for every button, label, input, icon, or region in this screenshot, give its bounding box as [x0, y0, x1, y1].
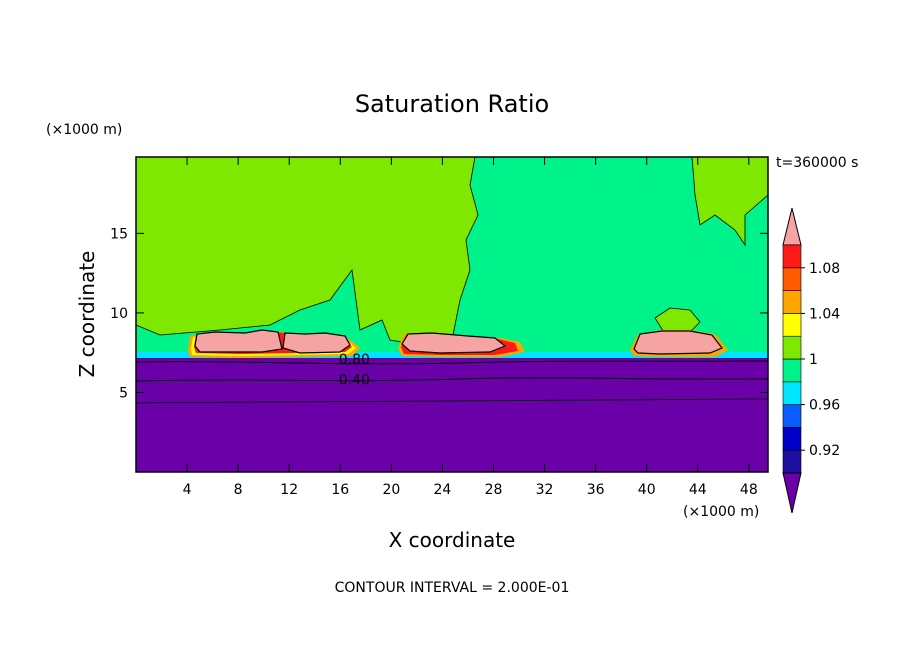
colorbar-swatch	[782, 449, 802, 474]
colorbar-label: 0.96	[809, 398, 840, 414]
colorbar-swatch	[782, 427, 802, 451]
y-axis-label: Z coordinate	[75, 251, 99, 378]
x-tick-label: 28	[485, 482, 503, 498]
x-tick-label: 4	[183, 482, 192, 498]
cloud-group-3	[630, 330, 728, 357]
x-tick-label: 16	[331, 482, 349, 498]
cloud-group-2	[398, 332, 525, 357]
x-axis: 4 8 12 16 20 24 28 32 36 40 44 48	[183, 157, 758, 498]
contour-interval-label: CONTOUR INTERVAL = 2.000E-01	[335, 580, 570, 596]
colorbar-swatch	[782, 290, 802, 314]
cloud-2	[282, 332, 351, 354]
colorbar: 1.08 1.04 1 0.96 0.92	[782, 207, 840, 514]
contour-line-0-80	[135, 360, 769, 365]
y-tick-label: 10	[110, 306, 128, 322]
colorbar-swatch	[782, 404, 802, 428]
colorbar-swatch	[782, 358, 802, 383]
upper-layer-fill-green	[135, 156, 479, 346]
colorbar-swatch	[782, 381, 802, 405]
time-label: t=360000 s	[776, 155, 858, 171]
colorbar-extend-top	[782, 207, 802, 246]
x-tick-label: 36	[587, 482, 605, 498]
contour-labels: 0.80 0.40	[339, 352, 370, 389]
cloud-4	[633, 330, 723, 355]
cloud-3	[401, 332, 507, 354]
colorbar-label: 1.04	[809, 306, 840, 322]
colorbar-swatch	[782, 335, 802, 360]
x-tick-label: 20	[382, 482, 400, 498]
x-tick-label: 40	[638, 482, 656, 498]
contour-label: 0.40	[339, 373, 370, 389]
cloud-1	[194, 329, 283, 353]
colorbar-label: 0.92	[809, 443, 840, 459]
chart-title: Saturation Ratio	[355, 90, 549, 118]
x-tick-label: 44	[689, 482, 707, 498]
x-tick-label: 32	[536, 482, 554, 498]
contour-line-0-40	[135, 377, 769, 382]
lower-layer-fill	[136, 355, 768, 472]
plot-area	[135, 156, 769, 473]
colorbar-extend-bottom	[782, 472, 802, 514]
colorbar-swatch	[782, 244, 802, 269]
cloud-group-1	[188, 329, 360, 358]
x-tick-label: 8	[234, 482, 243, 498]
y-tick-label: 15	[110, 226, 128, 242]
contour-label: 0.80	[339, 352, 370, 368]
x-axis-label: X coordinate	[389, 528, 516, 552]
x-tick-label: 24	[434, 482, 452, 498]
x-tick-label: 48	[740, 482, 758, 498]
plot-frame	[135, 156, 769, 473]
x-unit-label: (×1000 m)	[683, 504, 759, 520]
colorbar-label: 1.08	[809, 261, 840, 277]
colorbar-swatch	[782, 267, 802, 291]
y-axis: 5 10 15	[110, 226, 768, 401]
y-unit-label: (×1000 m)	[46, 122, 122, 138]
colorbar-swatch	[782, 313, 802, 337]
colorbar-label: 1	[809, 352, 818, 368]
x-tick-label: 12	[280, 482, 298, 498]
y-tick-label: 5	[119, 385, 128, 401]
